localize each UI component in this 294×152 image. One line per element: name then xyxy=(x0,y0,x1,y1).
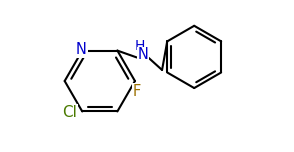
Text: F: F xyxy=(132,84,141,99)
Text: N: N xyxy=(138,47,148,62)
Text: Cl: Cl xyxy=(62,105,77,120)
Text: H: H xyxy=(135,39,145,53)
Text: N: N xyxy=(76,42,87,57)
